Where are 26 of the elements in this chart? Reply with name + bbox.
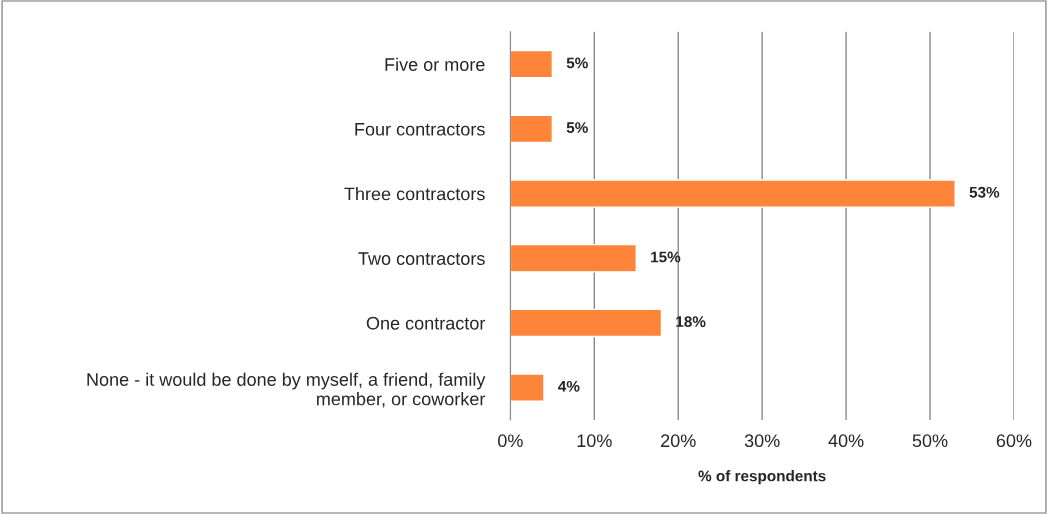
x-tick-label: 30% (744, 434, 780, 448)
data-label: 15% (651, 251, 681, 263)
y-tick-label: Three contractors (344, 187, 485, 201)
y-tick-label: Five or more (385, 57, 485, 71)
data-label: 5% (566, 122, 588, 133)
x-tick-label: 60% (996, 434, 1032, 448)
x-tick-label: 40% (828, 434, 864, 448)
y-tick-label: Two contractors (358, 252, 485, 265)
bar (510, 243, 637, 273)
y-tick-label: Four contractors (355, 123, 485, 136)
bar (510, 49, 554, 79)
bar (510, 308, 663, 338)
x-axis-title: % of respondents (698, 470, 826, 485)
data-label: 5% (566, 57, 588, 69)
data-label: 4% (558, 380, 580, 392)
bar (510, 373, 545, 402)
x-tick-label: 50% (912, 434, 948, 448)
x-tick-label: 20% (661, 434, 696, 448)
x-tick-label: 10% (577, 434, 612, 448)
y-tick-label: None - it would be done by myself, a friend, family member, or coworker (87, 372, 486, 408)
bar (510, 114, 554, 144)
x-tick-label: 0% (498, 434, 523, 448)
data-label: 53% (969, 186, 1000, 198)
bar (510, 179, 956, 208)
y-tick-label: One contractor (366, 316, 486, 330)
data-label: 18% (676, 316, 706, 328)
